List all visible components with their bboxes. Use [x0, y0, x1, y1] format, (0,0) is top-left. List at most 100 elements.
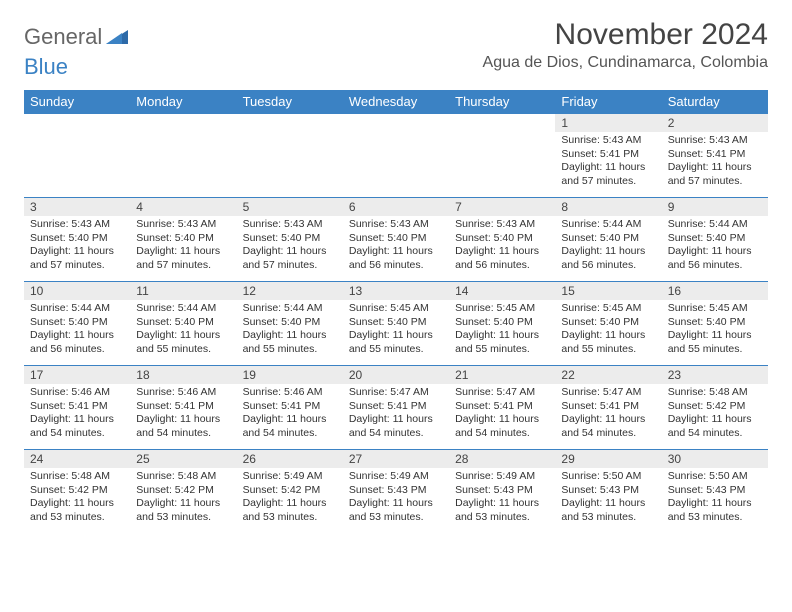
day-content: Sunrise: 5:43 AMSunset: 5:40 PMDaylight:… — [343, 216, 449, 277]
sunset-text: Sunset: 5:43 PM — [455, 484, 549, 498]
sunrise-text: Sunrise: 5:47 AM — [349, 386, 443, 400]
sunset-text: Sunset: 5:40 PM — [455, 316, 549, 330]
day-cell: 7Sunrise: 5:43 AMSunset: 5:40 PMDaylight… — [449, 198, 555, 282]
day-cell: 12Sunrise: 5:44 AMSunset: 5:40 PMDayligh… — [237, 282, 343, 366]
sunset-text: Sunset: 5:40 PM — [561, 232, 655, 246]
daylight-text: Daylight: 11 hours and 55 minutes. — [349, 329, 443, 356]
day-number: 3 — [24, 198, 130, 216]
day-cell: 18Sunrise: 5:46 AMSunset: 5:41 PMDayligh… — [130, 366, 236, 450]
day-cell: 14Sunrise: 5:45 AMSunset: 5:40 PMDayligh… — [449, 282, 555, 366]
sunrise-text: Sunrise: 5:44 AM — [561, 218, 655, 232]
sunset-text: Sunset: 5:40 PM — [243, 316, 337, 330]
daylight-text: Daylight: 11 hours and 54 minutes. — [243, 413, 337, 440]
day-number: 14 — [449, 282, 555, 300]
daylight-text: Daylight: 11 hours and 53 minutes. — [30, 497, 124, 524]
day-content: Sunrise: 5:45 AMSunset: 5:40 PMDaylight:… — [662, 300, 768, 361]
daylight-text: Daylight: 11 hours and 57 minutes. — [561, 161, 655, 188]
day-cell: 9Sunrise: 5:44 AMSunset: 5:40 PMDaylight… — [662, 198, 768, 282]
day-content: Sunrise: 5:45 AMSunset: 5:40 PMDaylight:… — [343, 300, 449, 361]
day-header-row: Sunday Monday Tuesday Wednesday Thursday… — [24, 90, 768, 114]
week-row: 3Sunrise: 5:43 AMSunset: 5:40 PMDaylight… — [24, 198, 768, 282]
daylight-text: Daylight: 11 hours and 54 minutes. — [561, 413, 655, 440]
day-header-sunday: Sunday — [24, 90, 130, 114]
calendar-table: Sunday Monday Tuesday Wednesday Thursday… — [24, 90, 768, 534]
daylight-text: Daylight: 11 hours and 57 minutes. — [30, 245, 124, 272]
sunset-text: Sunset: 5:42 PM — [668, 400, 762, 414]
sunrise-text: Sunrise: 5:43 AM — [243, 218, 337, 232]
calendar-page: General November 2024 Agua de Dios, Cund… — [0, 0, 792, 552]
sunset-text: Sunset: 5:40 PM — [243, 232, 337, 246]
daylight-text: Daylight: 11 hours and 57 minutes. — [243, 245, 337, 272]
day-content: Sunrise: 5:45 AMSunset: 5:40 PMDaylight:… — [449, 300, 555, 361]
day-number: 29 — [555, 450, 661, 468]
day-cell: 5Sunrise: 5:43 AMSunset: 5:40 PMDaylight… — [237, 198, 343, 282]
day-number: 6 — [343, 198, 449, 216]
sunset-text: Sunset: 5:40 PM — [30, 316, 124, 330]
day-content: Sunrise: 5:44 AMSunset: 5:40 PMDaylight:… — [237, 300, 343, 361]
daylight-text: Daylight: 11 hours and 54 minutes. — [455, 413, 549, 440]
sunrise-text: Sunrise: 5:43 AM — [349, 218, 443, 232]
week-row: 10Sunrise: 5:44 AMSunset: 5:40 PMDayligh… — [24, 282, 768, 366]
day-content: Sunrise: 5:45 AMSunset: 5:40 PMDaylight:… — [555, 300, 661, 361]
day-number: 4 — [130, 198, 236, 216]
sunrise-text: Sunrise: 5:43 AM — [668, 134, 762, 148]
day-number: 10 — [24, 282, 130, 300]
day-cell: . — [24, 114, 130, 198]
day-number: 17 — [24, 366, 130, 384]
triangle-icon — [106, 24, 128, 50]
day-header-wednesday: Wednesday — [343, 90, 449, 114]
day-cell: 19Sunrise: 5:46 AMSunset: 5:41 PMDayligh… — [237, 366, 343, 450]
day-header-friday: Friday — [555, 90, 661, 114]
daylight-text: Daylight: 11 hours and 57 minutes. — [668, 161, 762, 188]
day-content: Sunrise: 5:47 AMSunset: 5:41 PMDaylight:… — [449, 384, 555, 445]
sunset-text: Sunset: 5:41 PM — [243, 400, 337, 414]
day-cell: 3Sunrise: 5:43 AMSunset: 5:40 PMDaylight… — [24, 198, 130, 282]
sunrise-text: Sunrise: 5:43 AM — [455, 218, 549, 232]
day-number: 28 — [449, 450, 555, 468]
sunset-text: Sunset: 5:41 PM — [668, 148, 762, 162]
week-row: 24Sunrise: 5:48 AMSunset: 5:42 PMDayligh… — [24, 450, 768, 534]
day-number: 2 — [662, 114, 768, 132]
day-cell: . — [343, 114, 449, 198]
day-content: Sunrise: 5:43 AMSunset: 5:40 PMDaylight:… — [130, 216, 236, 277]
month-title: November 2024 — [483, 18, 768, 52]
daylight-text: Daylight: 11 hours and 54 minutes. — [668, 413, 762, 440]
day-content: Sunrise: 5:46 AMSunset: 5:41 PMDaylight:… — [130, 384, 236, 445]
day-cell: 4Sunrise: 5:43 AMSunset: 5:40 PMDaylight… — [130, 198, 236, 282]
day-number: 15 — [555, 282, 661, 300]
calendar-body: .....1Sunrise: 5:43 AMSunset: 5:41 PMDay… — [24, 114, 768, 534]
day-cell: 25Sunrise: 5:48 AMSunset: 5:42 PMDayligh… — [130, 450, 236, 534]
daylight-text: Daylight: 11 hours and 55 minutes. — [561, 329, 655, 356]
day-header-tuesday: Tuesday — [237, 90, 343, 114]
day-cell: 1Sunrise: 5:43 AMSunset: 5:41 PMDaylight… — [555, 114, 661, 198]
day-cell: 2 Sunrise: 5:43 AMSunset: 5:41 PMDaylight… — [662, 114, 768, 198]
day-content: Sunrise: 5:49 AMSunset: 5:42 PMDaylight:… — [237, 468, 343, 529]
sunset-text: Sunset: 5:42 PM — [30, 484, 124, 498]
day-cell: . — [130, 114, 236, 198]
daylight-text: Daylight: 11 hours and 55 minutes. — [243, 329, 337, 356]
day-header-thursday: Thursday — [449, 90, 555, 114]
sunrise-text: Sunrise: 5:48 AM — [136, 470, 230, 484]
sunset-text: Sunset: 5:43 PM — [349, 484, 443, 498]
day-cell: 28Sunrise: 5:49 AMSunset: 5:43 PMDayligh… — [449, 450, 555, 534]
daylight-text: Daylight: 11 hours and 57 minutes. — [136, 245, 230, 272]
sunrise-text: Sunrise: 5:45 AM — [455, 302, 549, 316]
sunset-text: Sunset: 5:41 PM — [30, 400, 124, 414]
day-number: 22 — [555, 366, 661, 384]
day-cell: 8Sunrise: 5:44 AMSunset: 5:40 PMDaylight… — [555, 198, 661, 282]
sunset-text: Sunset: 5:43 PM — [561, 484, 655, 498]
day-cell: 13Sunrise: 5:45 AMSunset: 5:40 PMDayligh… — [343, 282, 449, 366]
sunrise-text: Sunrise: 5:46 AM — [30, 386, 124, 400]
day-cell: 30Sunrise: 5:50 AMSunset: 5:43 PMDayligh… — [662, 450, 768, 534]
sunrise-text: Sunrise: 5:45 AM — [668, 302, 762, 316]
sunset-text: Sunset: 5:40 PM — [561, 316, 655, 330]
day-number: 11 — [130, 282, 236, 300]
day-number: 18 — [130, 366, 236, 384]
day-content: Sunrise: 5:50 AMSunset: 5:43 PMDaylight:… — [662, 468, 768, 529]
day-content: Sunrise: 5:44 AMSunset: 5:40 PMDaylight:… — [662, 216, 768, 277]
day-number: 19 — [237, 366, 343, 384]
day-cell: 23Sunrise: 5:48 AMSunset: 5:42 PMDayligh… — [662, 366, 768, 450]
sunrise-text: Sunrise: 5:43 AM — [136, 218, 230, 232]
day-content: Sunrise: 5:44 AMSunset: 5:40 PMDaylight:… — [130, 300, 236, 361]
daylight-text: Daylight: 11 hours and 53 minutes. — [455, 497, 549, 524]
